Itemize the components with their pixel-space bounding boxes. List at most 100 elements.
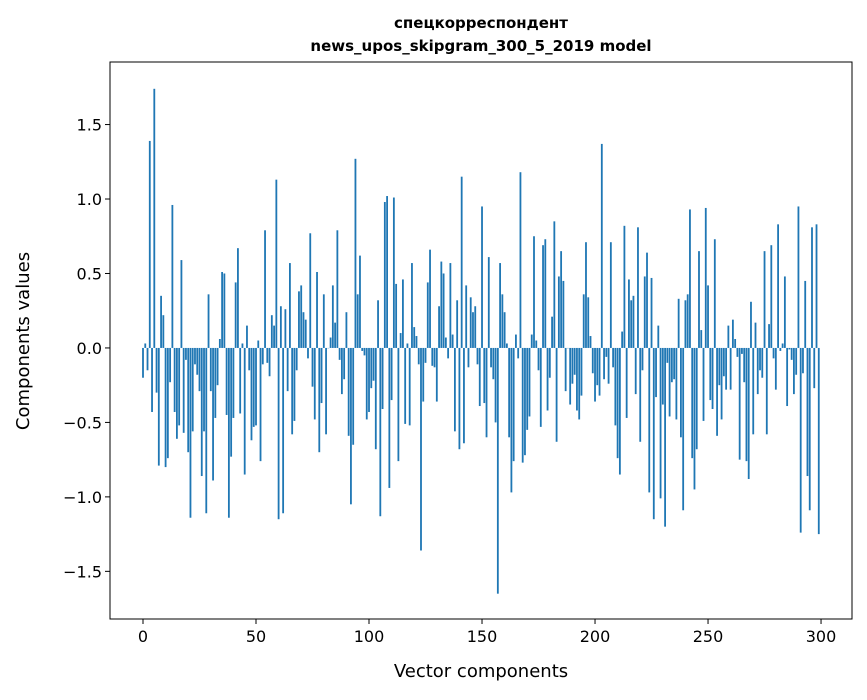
bar-65 [289, 263, 291, 348]
bar-262 [734, 339, 736, 348]
y-axis-ticks: −1.5−1.0−0.50.00.51.01.5 [63, 116, 110, 582]
bar-196 [585, 242, 587, 348]
bar-118 [409, 348, 411, 425]
bar-270 [752, 348, 754, 434]
bar-96 [359, 256, 361, 348]
bar-264 [739, 348, 741, 460]
bar-147 [474, 306, 476, 348]
bar-134 [445, 338, 447, 348]
bar-42 [237, 248, 239, 348]
bar-79 [321, 348, 323, 403]
bar-114 [400, 333, 402, 348]
bar-198 [590, 336, 592, 348]
bar-64 [287, 348, 289, 391]
bar-278 [770, 245, 772, 348]
bar-130 [436, 348, 438, 402]
bar-40 [232, 348, 234, 418]
bar-158 [499, 263, 501, 348]
bar-22 [192, 348, 194, 431]
bar-60 [278, 348, 280, 519]
bar-273 [759, 348, 761, 370]
bar-181 [551, 317, 553, 348]
bar-10 [165, 348, 167, 467]
bar-222 [644, 276, 646, 347]
bar-142 [463, 348, 465, 443]
bar-58 [273, 326, 275, 348]
bar-224 [648, 348, 650, 492]
bar-161 [506, 343, 508, 347]
x-tick-label: 0 [138, 627, 148, 646]
bar-187 [565, 348, 567, 391]
bar-155 [492, 348, 494, 379]
bar-173 [533, 236, 535, 348]
bar-257 [723, 348, 725, 376]
bar-37 [226, 348, 228, 415]
bar-101 [370, 348, 372, 388]
bar-293 [804, 281, 806, 348]
bar-231 [664, 348, 666, 527]
bar-162 [508, 348, 510, 437]
bar-168 [522, 348, 524, 463]
bar-86 [336, 230, 338, 348]
y-tick-label: 1.0 [77, 190, 102, 209]
bar-78 [318, 348, 320, 452]
bar-227 [655, 348, 657, 397]
bar-228 [657, 326, 659, 348]
bar-229 [660, 348, 662, 498]
bar-126 [427, 282, 429, 348]
bar-33 [217, 348, 219, 385]
bar-250 [707, 285, 709, 348]
bar-50 [255, 348, 257, 425]
bar-259 [727, 326, 729, 348]
bar-235 [673, 348, 675, 379]
bar-252 [712, 348, 714, 409]
bar-218 [635, 348, 637, 394]
bar-153 [488, 257, 490, 348]
bar-1 [144, 343, 146, 347]
bar-175 [538, 348, 540, 370]
bar-12 [169, 348, 171, 382]
bar-260 [730, 348, 732, 390]
bar-103 [375, 348, 377, 449]
bar-295 [809, 348, 811, 510]
bar-77 [316, 272, 318, 348]
bar-141 [461, 177, 463, 348]
bar-240 [685, 300, 687, 348]
bar-25 [199, 348, 201, 391]
bar-202 [599, 348, 601, 396]
bar-90 [346, 312, 348, 348]
bar-178 [544, 239, 546, 348]
bar-94 [355, 159, 357, 348]
x-tick-label: 250 [693, 627, 724, 646]
bar-68 [296, 348, 298, 370]
bar-144 [468, 348, 470, 367]
bar-299 [818, 348, 820, 534]
bar-148 [477, 348, 479, 364]
bar-154 [490, 348, 492, 367]
bar-276 [766, 348, 768, 434]
bar-99 [366, 348, 368, 419]
bar-18 [183, 348, 185, 433]
bar-3 [149, 141, 151, 348]
bar-245 [696, 348, 698, 449]
bar-19 [185, 348, 187, 360]
bar-166 [517, 348, 519, 358]
bar-55 [266, 348, 268, 363]
bar-5 [153, 89, 155, 348]
x-tick-label: 300 [806, 627, 837, 646]
bar-6 [156, 348, 158, 393]
bar-57 [271, 315, 273, 348]
bar-44 [242, 343, 244, 347]
bar-108 [386, 196, 388, 348]
y-axis-label: Components values [13, 252, 34, 430]
bar-254 [716, 348, 718, 436]
bar-139 [456, 300, 458, 348]
x-tick-label: 200 [580, 627, 611, 646]
bar-205 [605, 348, 607, 357]
bar-49 [253, 348, 255, 427]
bar-244 [694, 348, 696, 489]
bar-48 [251, 348, 253, 440]
bar-291 [800, 348, 802, 533]
bar-15 [176, 348, 178, 439]
